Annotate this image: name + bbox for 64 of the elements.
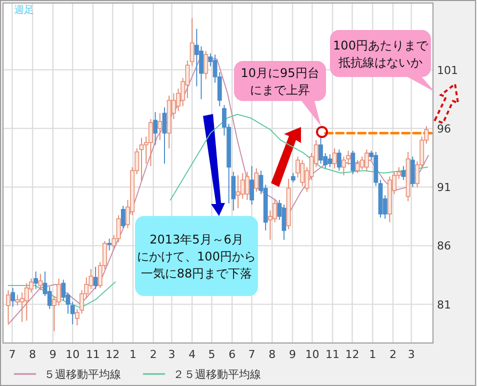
candlestick xyxy=(332,148,337,169)
legend-label: ５週移動平均線 xyxy=(44,368,121,381)
x-tick-label: 1 xyxy=(129,348,136,361)
annotation: にかけて、100円から xyxy=(137,250,256,264)
x-tick-label: 3 xyxy=(408,348,415,361)
x-tick-label: 8 xyxy=(29,348,36,361)
candlestick xyxy=(346,150,351,166)
candlestick xyxy=(162,106,167,164)
y-tick-label: 86 xyxy=(437,240,451,253)
candlestick xyxy=(61,279,66,302)
candlestick xyxy=(74,308,80,326)
annotation: 一気に88円まで下落 xyxy=(140,266,252,280)
candlestick xyxy=(250,165,254,206)
candlestick xyxy=(107,238,112,251)
x-tick-label: 2 xyxy=(150,348,157,361)
y-tick-label: 96 xyxy=(437,122,451,136)
x-tick-label: 11 xyxy=(86,348,100,361)
candlestick xyxy=(401,165,406,181)
candlestick xyxy=(38,273,43,291)
candlestick xyxy=(120,205,126,229)
candlestick xyxy=(342,156,346,176)
candlestick xyxy=(93,266,98,290)
candlestick xyxy=(70,301,75,325)
y-tick-label: 81 xyxy=(437,298,451,312)
y-tick-label: 91 xyxy=(437,181,451,194)
candlestick xyxy=(153,112,158,146)
annotation: 週足 xyxy=(14,5,34,16)
x-tick-label: 4 xyxy=(188,348,196,361)
candlestick xyxy=(10,287,16,308)
x-tick-label: 9 xyxy=(289,348,296,361)
candlestick xyxy=(190,18,194,67)
annotation: 100円あたりまで xyxy=(333,38,429,52)
x-tick-label: 7 xyxy=(248,348,256,361)
x-tick-label: 9 xyxy=(49,348,56,361)
candlestick xyxy=(6,290,10,324)
candlestick xyxy=(336,149,342,172)
x-tick-label: 3 xyxy=(168,348,176,361)
candlestick xyxy=(410,156,415,188)
x-tick-label: 5 xyxy=(208,348,216,361)
legend-label: ２５週移動平均線 xyxy=(173,368,261,381)
annotation: 2013年5月～6月 xyxy=(150,232,244,246)
candlestick xyxy=(290,172,296,183)
x-tick-label: 7 xyxy=(8,348,16,361)
x-tick-label: 10 xyxy=(305,348,320,361)
candlestick xyxy=(350,150,356,175)
y-tick-label: 101 xyxy=(437,64,458,77)
candlestick xyxy=(34,270,38,290)
x-tick-label: 2 xyxy=(389,348,396,361)
x-tick-label: 6 xyxy=(228,348,236,361)
candlestick xyxy=(204,50,208,80)
candlestick xyxy=(254,168,259,192)
x-tick-label: 1 xyxy=(369,348,376,361)
annotation: 抵抗線はないか xyxy=(338,56,422,70)
candlestick xyxy=(15,294,20,306)
x-tick-label: 12 xyxy=(345,348,360,361)
annotation: 10月に95円台 xyxy=(240,66,320,80)
x-tick-label: 10 xyxy=(66,348,80,361)
annotation: にまで上昇 xyxy=(250,83,310,97)
candlestick xyxy=(158,112,162,141)
x-tick-label: 8 xyxy=(268,348,276,361)
candlestick xyxy=(47,286,52,310)
candlestick xyxy=(364,149,369,172)
x-tick-label: 12 xyxy=(106,348,120,361)
x-tick-label: 11 xyxy=(326,348,340,361)
